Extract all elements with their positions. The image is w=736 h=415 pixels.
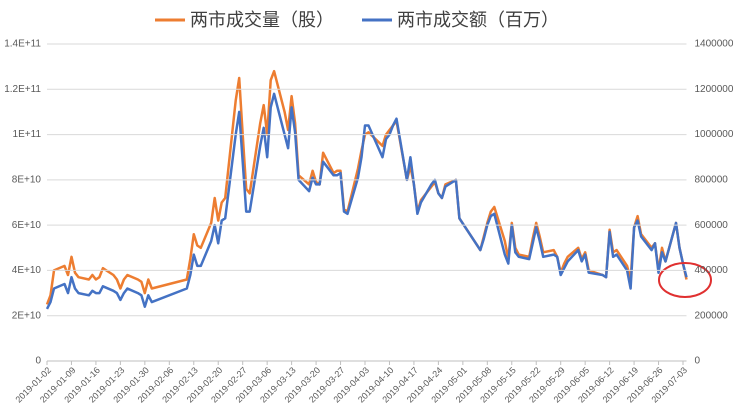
y-tick-label: 0 xyxy=(35,356,41,367)
y2-tick-label: 800000 xyxy=(695,174,729,185)
y2-tick-label: 1400000 xyxy=(695,39,734,50)
legend-label: 两市成交量（股） xyxy=(190,10,334,30)
y-tick-label: 1.4E+11 xyxy=(4,39,41,50)
y-tick-label: 8E+10 xyxy=(12,174,42,185)
y-tick-label: 2E+10 xyxy=(12,310,42,321)
y-tick-label: 1E+11 xyxy=(13,129,42,140)
legend-label: 两市成交额（百万） xyxy=(397,10,559,30)
y2-tick-label: 1000000 xyxy=(695,129,734,140)
y2-tick-label: 200000 xyxy=(695,310,729,321)
y2-tick-label: 0 xyxy=(695,356,701,367)
y2-tick-label: 400000 xyxy=(695,265,729,276)
y-tick-label: 1.2E+11 xyxy=(4,84,41,95)
y-tick-label: 4E+10 xyxy=(12,265,42,276)
y2-tick-label: 1200000 xyxy=(695,84,734,95)
series-line xyxy=(45,69,688,305)
y2-tick-label: 600000 xyxy=(695,220,729,231)
series-line xyxy=(45,92,688,310)
y-tick-label: 6E+10 xyxy=(12,220,42,231)
highlight-circle xyxy=(658,262,712,298)
